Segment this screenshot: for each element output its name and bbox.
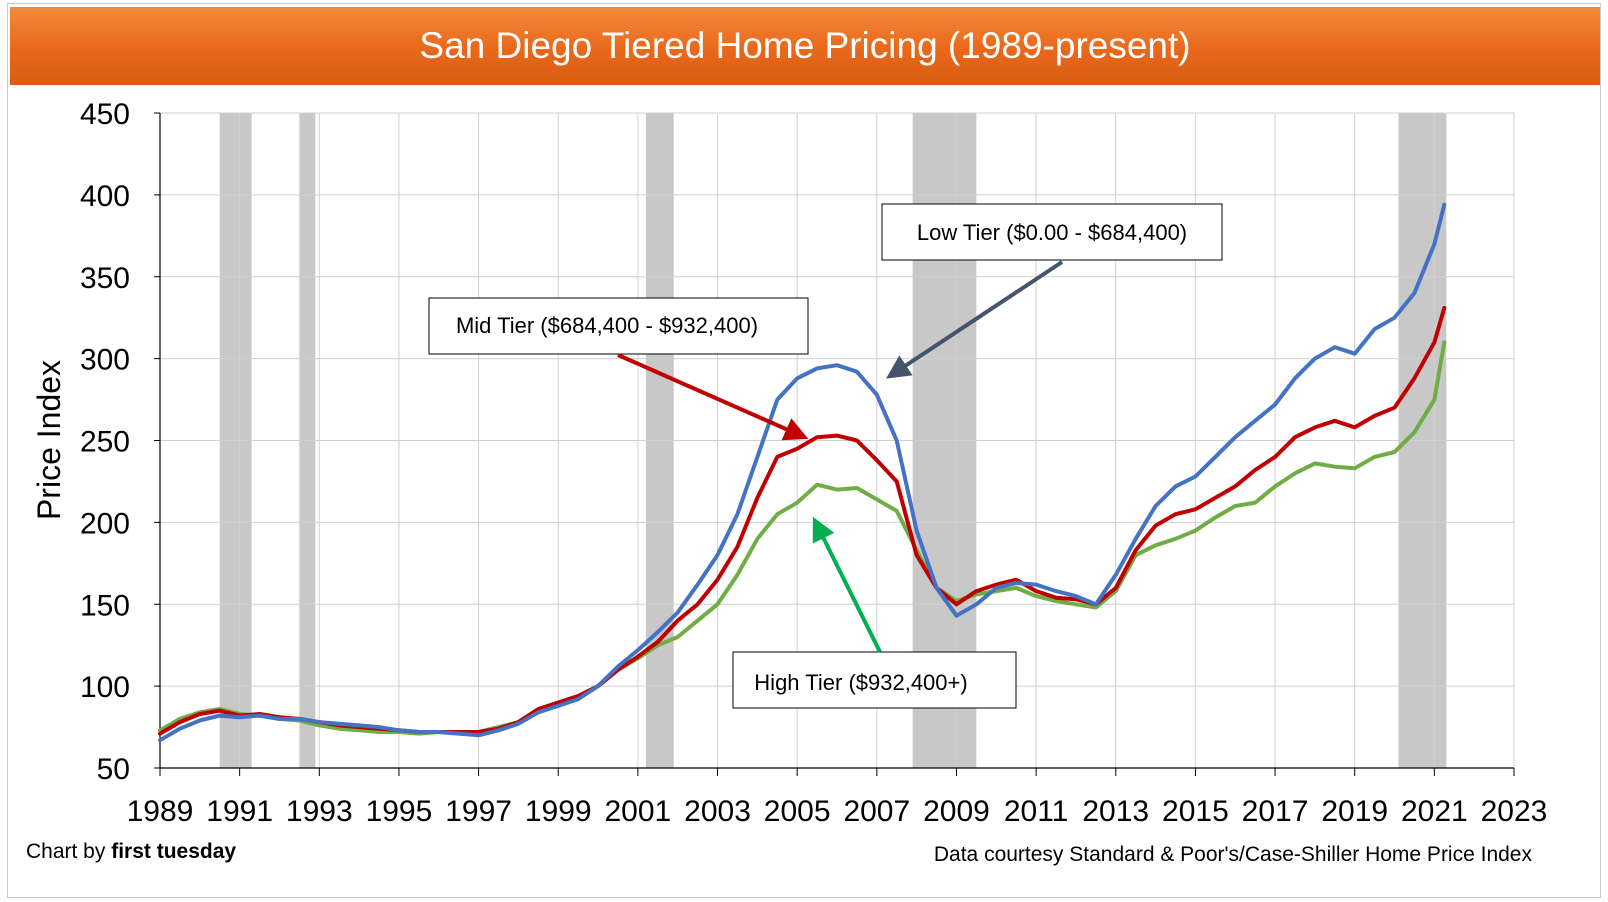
x-tick-labels: 1989 1991 1993 1995 1997 1999 2001 2003 2005 2007… <box>127 795 1548 828</box>
x-tick-label: 1991 <box>206 795 273 828</box>
x-tick-label: 1999 <box>525 795 592 828</box>
y-tick-label: 250 <box>80 426 130 459</box>
title-bar: San Diego Tiered Home Pricing (1989-pres… <box>10 7 1600 85</box>
x-tick-label: 2019 <box>1321 795 1388 828</box>
x-tick-label: 2005 <box>764 795 831 828</box>
callout-mid-tier-text: Mid Tier ($684,400 - $932,400) <box>456 313 758 338</box>
axes <box>154 112 1515 776</box>
y-tick-label: 150 <box>80 589 130 622</box>
chart-frame <box>7 3 1601 898</box>
callout-high-tier: High Tier ($932,400+) <box>732 516 1017 709</box>
series-lines <box>158 202 1447 743</box>
callout-low-tier: Low Tier ($0.00 - $684,400) <box>881 203 1223 379</box>
x-tick-label: 2009 <box>923 795 990 828</box>
callout-mid-tier: Mid Tier ($684,400 - $932,400) <box>428 297 809 441</box>
x-tick-label: 1993 <box>286 795 353 828</box>
y-tick-label: 50 <box>97 753 130 786</box>
series-line-high-tier <box>158 340 1447 736</box>
arrow-low-tier <box>885 260 1064 379</box>
x-tick-label: 2015 <box>1162 795 1229 828</box>
credit-prefix: Chart by <box>26 840 112 863</box>
x-tick-label: 2017 <box>1242 795 1309 828</box>
x-tick-label: 2001 <box>605 795 672 828</box>
x-tick-label: 2011 <box>1004 795 1069 828</box>
y-axis-title: Price Index <box>31 360 67 520</box>
arrow-high-tier <box>812 516 882 653</box>
x-tick-label: 2007 <box>843 795 910 828</box>
callout-low-tier-text: Low Tier ($0.00 - $684,400) <box>917 220 1187 245</box>
y-tick-label: 400 <box>80 180 130 213</box>
y-tick-label: 300 <box>80 344 130 377</box>
x-tick-label: 2023 <box>1481 795 1548 828</box>
x-tick-label: 2003 <box>684 795 751 828</box>
credit-brand: first tuesday <box>111 840 237 863</box>
arrow-mid-tier <box>617 353 809 441</box>
y-tick-label: 200 <box>80 507 130 540</box>
x-tick-label: 2013 <box>1082 795 1149 828</box>
y-tick-labels: 50 100 150 200 250 300 350 400 450 <box>80 98 130 786</box>
chart-title: San Diego Tiered Home Pricing (1989-pres… <box>419 25 1191 66</box>
x-tick-label: 1989 <box>127 795 194 828</box>
series-line-low-tier <box>158 202 1447 743</box>
y-tick-label: 100 <box>80 671 130 704</box>
y-tick-label: 350 <box>80 262 130 295</box>
callout-high-tier-text: High Tier ($932,400+) <box>754 670 967 695</box>
data-source: Data courtesy Standard & Poor's/Case-Shi… <box>933 843 1532 866</box>
x-tick-label: 2021 <box>1401 795 1468 828</box>
chart-credit: Chart by first tuesday <box>26 840 236 864</box>
y-tick-label: 450 <box>80 98 130 131</box>
x-tick-label: 1997 <box>445 795 512 828</box>
x-tick-label: 1995 <box>366 795 433 828</box>
